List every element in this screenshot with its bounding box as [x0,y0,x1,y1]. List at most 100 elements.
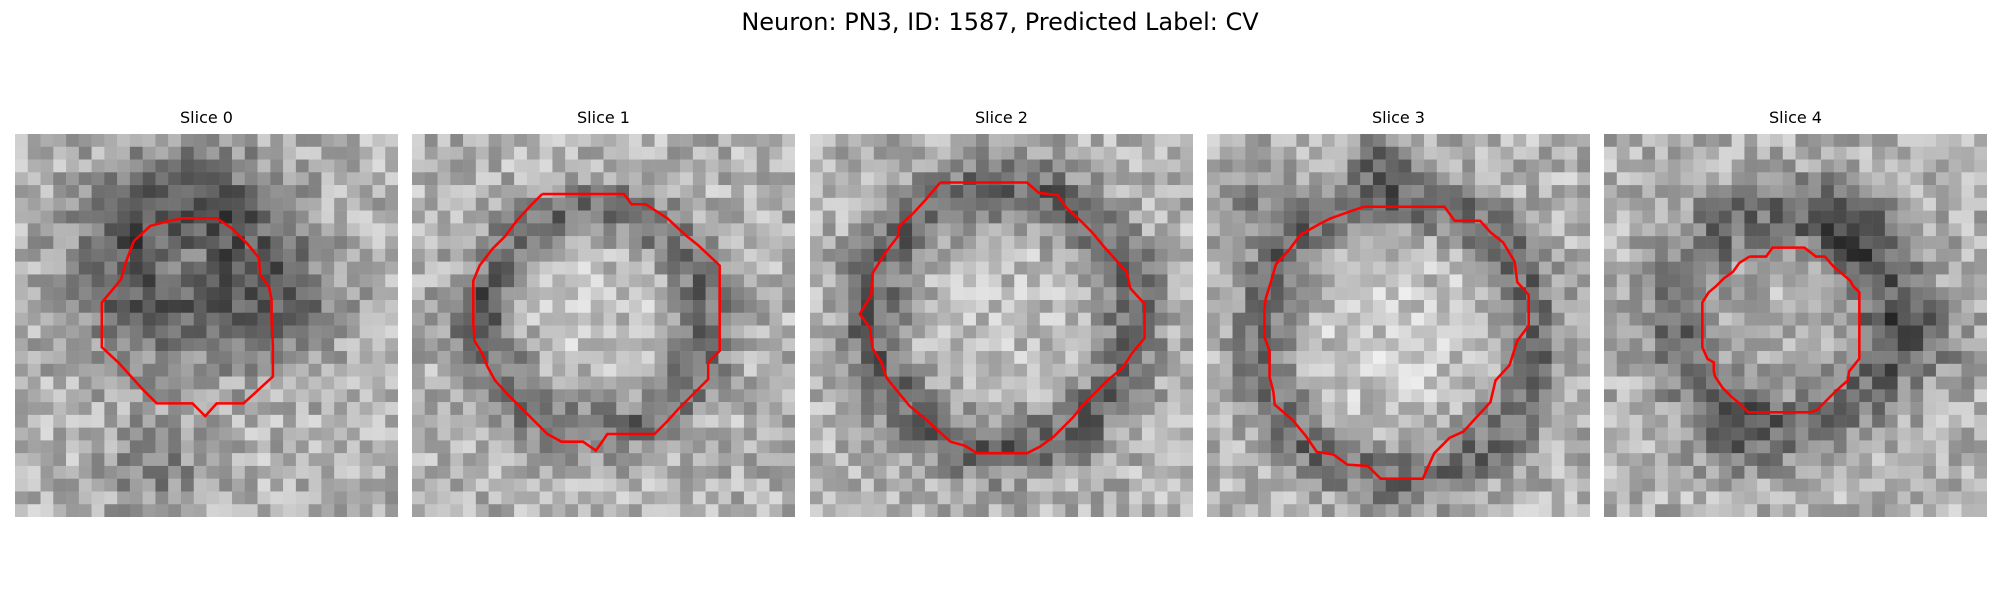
pixel [654,299,668,313]
pixel [180,414,194,428]
pixel [206,504,220,517]
pixel [1001,287,1015,301]
pixel [1642,185,1656,199]
pixel [899,402,913,416]
pixel [1090,491,1104,505]
pixel [629,402,643,416]
pixel [1897,440,1911,454]
pixel [1232,274,1246,288]
pixel [769,312,783,326]
pixel [514,376,528,390]
pixel [1154,465,1168,479]
pixel [718,146,732,160]
pixel [988,414,1002,428]
pixel [1462,504,1476,517]
pixel [1167,351,1181,365]
pixel [1167,363,1181,377]
pixel [321,363,335,377]
pixel [1872,389,1886,403]
pixel [603,478,617,492]
pixel [372,414,386,428]
pixel [1180,351,1193,365]
pixel [117,440,131,454]
pixel [219,248,233,262]
pixel [142,159,156,173]
pixel [219,478,233,492]
pixel [424,402,438,416]
pixel [359,287,373,301]
pixel [1065,504,1079,517]
pixel [372,299,386,313]
pixel [1731,274,1745,288]
pixel [1078,465,1092,479]
pixel [1859,261,1873,275]
pixel [1129,299,1143,313]
pixel [412,351,426,365]
pixel [848,312,862,326]
pixel [667,134,681,148]
pixel [424,274,438,288]
pixel [1859,414,1873,428]
pixel [912,185,926,199]
pixel [450,261,464,275]
pixel [822,159,836,173]
pixel [1078,325,1092,339]
pixel [1296,504,1310,517]
pixel [501,351,515,365]
pixel [1616,427,1630,441]
pixel [1436,223,1450,237]
pixel [1744,223,1758,237]
pixel [244,312,258,326]
pixel [1642,453,1656,467]
pixel [1795,185,1809,199]
pixel [232,465,246,479]
pixel [27,351,41,365]
pixel [359,363,373,377]
pixel [1027,287,1041,301]
pixel [565,210,579,224]
pixel [1207,351,1221,365]
pixel [437,274,451,288]
pixel [15,274,29,288]
pixel [1283,491,1297,505]
pixel [1103,478,1117,492]
pixel [1245,172,1259,186]
pixel [40,440,54,454]
pixel [257,312,271,326]
pixel [244,210,258,224]
pixel [232,299,246,313]
pixel [590,197,604,211]
pixel [1961,491,1975,505]
pixel [924,376,938,390]
pixel [616,351,630,365]
pixel [1360,274,1374,288]
pixel [91,376,105,390]
pixel [526,478,540,492]
pixel [257,402,271,416]
pixel [1974,146,1987,160]
pixel [963,312,977,326]
pixel [1961,197,1975,211]
pixel [667,197,681,211]
pixel [552,440,566,454]
pixel [1513,453,1527,467]
pixel [1667,491,1681,505]
pixel [692,414,706,428]
pixel [1642,389,1656,403]
pixel [782,376,795,390]
pixel [1564,414,1578,428]
pixel [1538,363,1552,377]
pixel [756,465,770,479]
pixel [1027,389,1041,403]
pixel [78,351,92,365]
pixel [1436,376,1450,390]
pixel [270,504,284,517]
pixel [1449,146,1463,160]
pixel [950,236,964,250]
pixel [1795,338,1809,352]
pixel [782,185,795,199]
pixel [654,363,668,377]
pixel [1475,299,1489,313]
pixel [743,325,757,339]
pixel [552,159,566,173]
